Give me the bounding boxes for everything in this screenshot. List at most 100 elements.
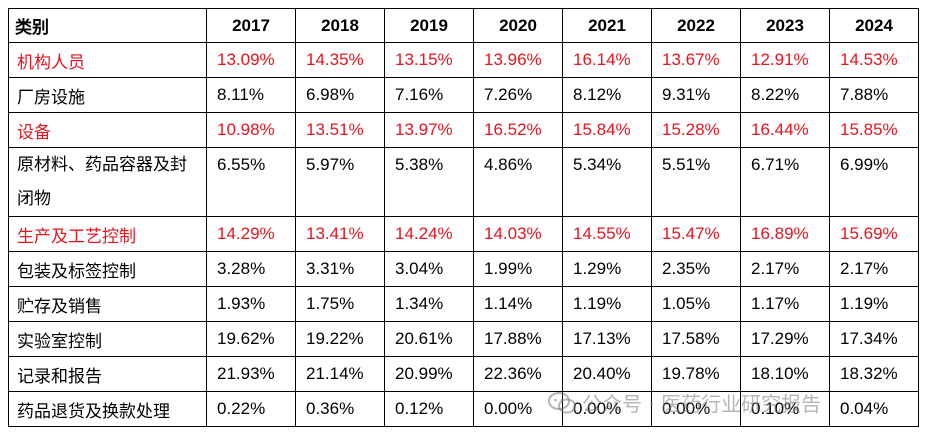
table-row: 原材料、药品容器及封闭物 6.55% 5.97% 5.38% 4.86% 5.34% 5.5… [8,147,919,217]
table-row: 记录和报告 21.93% 21.14% 20.99% 22.36% 20.40% 19.78… [8,356,919,392]
value-cell: 15.85% [829,112,919,148]
value-cell: 16.52% [473,112,563,148]
value-cell: 3.31% [295,251,385,287]
header-year: 2017 [206,8,296,43]
table-row: 生产及工艺控制 14.29% 13.41% 14.24% 14.03% 14.55% 15.… [8,216,919,252]
value-cell: 1.19% [829,286,919,322]
row-label: 记录和报告 [8,356,207,392]
value-cell: 8.22% [740,77,830,113]
value-cell: 20.40% [562,356,652,392]
value-cell: 15.47% [651,216,741,252]
header-year: 2019 [384,8,474,43]
value-cell: 10.98% [206,112,296,148]
value-cell: 8.12% [562,77,652,113]
value-cell: 22.36% [473,356,563,392]
value-cell: 20.61% [384,321,474,357]
value-cell: 17.34% [829,321,919,357]
value-cell: 0.22% [206,391,296,427]
table-row: 实验室控制 19.62% 19.22% 20.61% 17.88% 17.13% 17.58… [8,321,919,357]
value-cell: 21.93% [206,356,296,392]
value-cell: 13.67% [651,42,741,78]
value-cell: 13.41% [295,216,385,252]
row-label: 原材料、药品容器及封闭物 [8,147,207,217]
value-cell: 15.84% [562,112,652,148]
value-cell: 4.86% [473,147,563,217]
table-body: 机构人员 13.09% 14.35% 13.15% 13.96% 16.14% 13.67%… [8,42,919,427]
value-cell: 7.88% [829,77,919,113]
row-label: 包装及标签控制 [8,251,207,287]
value-cell: 6.99% [829,147,919,217]
value-cell: 12.91% [740,42,830,78]
value-cell: 18.10% [740,356,830,392]
value-cell: 17.58% [651,321,741,357]
row-label: 设备 [8,112,207,148]
value-cell: 6.98% [295,77,385,113]
value-cell: 21.14% [295,356,385,392]
row-label: 生产及工艺控制 [8,216,207,252]
value-cell: 1.29% [562,251,652,287]
value-cell: 1.19% [562,286,652,322]
value-cell: 18.32% [829,356,919,392]
value-cell: 16.14% [562,42,652,78]
value-cell: 2.35% [651,251,741,287]
value-cell: 15.69% [829,216,919,252]
value-cell: 0.10% [740,391,830,427]
header-category: 类别 [8,8,207,43]
value-cell: 13.96% [473,42,563,78]
value-cell: 2.17% [740,251,830,287]
value-cell: 1.17% [740,286,830,322]
row-label: 厂房设施 [8,77,207,113]
row-label: 实验室控制 [8,321,207,357]
table-row: 贮存及销售 1.93% 1.75% 1.34% 1.14% 1.19% 1.05% 1.17%… [8,286,919,322]
header-row: 类别 2017 2018 2019 2020 2021 2022 2023 20… [8,8,919,43]
header-year: 2018 [295,8,385,43]
value-cell: 7.16% [384,77,474,113]
value-cell: 7.26% [473,77,563,113]
value-cell: 14.03% [473,216,563,252]
value-cell: 5.97% [295,147,385,217]
value-cell: 17.13% [562,321,652,357]
value-cell: 1.99% [473,251,563,287]
value-cell: 19.78% [651,356,741,392]
value-cell: 13.09% [206,42,296,78]
table-row: 设备 10.98% 13.51% 13.97% 16.52% 15.84% 15.28% 16… [8,112,919,148]
value-cell: 17.88% [473,321,563,357]
value-cell: 14.29% [206,216,296,252]
value-cell: 5.38% [384,147,474,217]
value-cell: 14.35% [295,42,385,78]
value-cell: 0.00% [651,391,741,427]
value-cell: 1.93% [206,286,296,322]
value-cell: 15.28% [651,112,741,148]
value-cell: 19.62% [206,321,296,357]
value-cell: 5.34% [562,147,652,217]
value-cell: 13.97% [384,112,474,148]
header-year: 2023 [740,8,830,43]
value-cell: 13.51% [295,112,385,148]
value-cell: 0.04% [829,391,919,427]
value-cell: 13.15% [384,42,474,78]
value-cell: 6.55% [206,147,296,217]
value-cell: 14.53% [829,42,919,78]
row-label: 药品退货及换款处理 [8,391,207,427]
value-cell: 8.11% [206,77,296,113]
value-cell: 5.51% [651,147,741,217]
value-cell: 19.22% [295,321,385,357]
header-year: 2022 [651,8,741,43]
value-cell: 16.89% [740,216,830,252]
value-cell: 3.28% [206,251,296,287]
value-cell: 14.55% [562,216,652,252]
table-row: 药品退货及换款处理 0.22% 0.36% 0.12% 0.00% 0.00% 0.00% 0… [8,391,919,427]
value-cell: 14.24% [384,216,474,252]
header-year: 2021 [562,8,652,43]
value-cell: 1.34% [384,286,474,322]
header-year: 2024 [829,8,919,43]
value-cell: 1.14% [473,286,563,322]
value-cell: 2.17% [829,251,919,287]
value-cell: 6.71% [740,147,830,217]
value-cell: 1.75% [295,286,385,322]
table-row: 厂房设施 8.11% 6.98% 7.16% 7.26% 8.12% 9.31% 8.22% 7… [8,77,919,113]
value-cell: 17.29% [740,321,830,357]
value-cell: 20.99% [384,356,474,392]
row-label: 贮存及销售 [8,286,207,322]
value-cell: 16.44% [740,112,830,148]
